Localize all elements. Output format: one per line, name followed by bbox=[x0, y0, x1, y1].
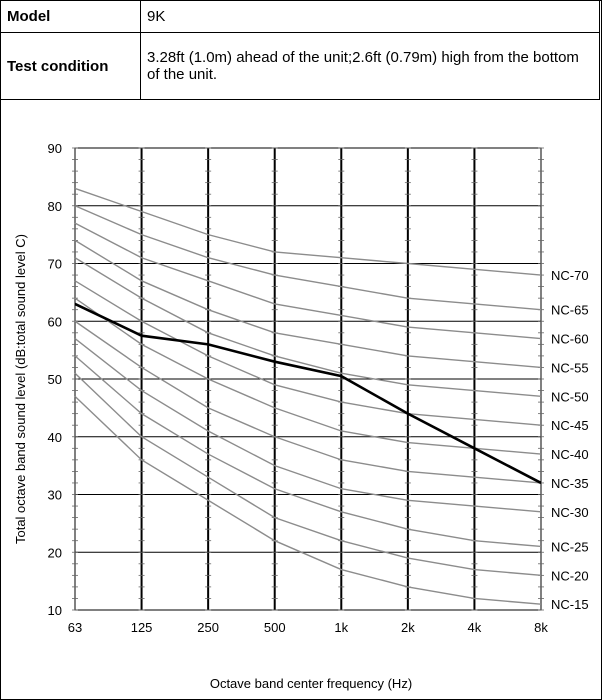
nc-curve-label: NC-35 bbox=[551, 476, 589, 491]
nc-curve-line bbox=[74, 395, 542, 605]
info-table: Model 9K Test condition 3.28ft (1.0m) ah… bbox=[0, 0, 600, 100]
nc-curve-label: NC-15 bbox=[551, 597, 589, 612]
nc-curve-label: NC-55 bbox=[551, 360, 589, 375]
test-condition-value: 3.28ft (1.0m) ahead of the unit;2.6ft (0… bbox=[140, 32, 600, 100]
nc-curve-line bbox=[74, 187, 542, 276]
x-axis-label: Octave band center frequency (Hz) bbox=[210, 676, 412, 691]
nc-curve-line bbox=[74, 355, 542, 548]
x-tick-label: 125 bbox=[131, 620, 153, 635]
nc-curve-line bbox=[74, 257, 542, 398]
x-tick-label: 8k bbox=[534, 620, 548, 635]
nc-curve-label: NC-70 bbox=[551, 268, 589, 283]
nc-curve-line bbox=[74, 372, 542, 577]
x-tick-label: 63 bbox=[68, 620, 82, 635]
nc-chart-svg: NC-70 NC-65 NC-60 NC-55 NC-50 NC-45 NC-40 NC-35… bbox=[13, 141, 589, 691]
measured-series bbox=[74, 302, 542, 485]
nc-curve-line bbox=[74, 205, 542, 311]
nc-curve-label: NC-45 bbox=[551, 418, 589, 433]
y-tick-label: 20 bbox=[48, 545, 62, 560]
test-condition-row: Test condition 3.28ft (1.0m) ahead of th… bbox=[0, 32, 600, 100]
nc-curve-label: NC-60 bbox=[551, 332, 589, 347]
nc-curve-label: NC-65 bbox=[551, 303, 589, 318]
x-tick-label: 500 bbox=[264, 620, 286, 635]
y-tick-label: 80 bbox=[48, 199, 62, 214]
y-tick-label: 50 bbox=[48, 372, 62, 387]
y-tick-label: 60 bbox=[48, 314, 62, 329]
nc-curve-line bbox=[74, 297, 542, 455]
nc-curve-line bbox=[74, 239, 542, 369]
x-tick-label: 250 bbox=[197, 620, 219, 635]
nc-curve-label: NC-30 bbox=[551, 505, 589, 520]
nc-curve-line bbox=[74, 280, 542, 426]
nc-curve-label: NC-25 bbox=[551, 539, 589, 554]
model-value: 9K bbox=[140, 0, 600, 33]
model-label: Model bbox=[0, 0, 141, 33]
nc-reference-curves: NC-70 NC-65 NC-60 NC-55 NC-50 NC-45 NC-40 NC-35… bbox=[74, 187, 589, 612]
nc-curve-line bbox=[74, 338, 542, 513]
x-tick-label: 2k bbox=[401, 620, 415, 635]
nc-curve-label: NC-20 bbox=[551, 568, 589, 583]
y-tick-label: 70 bbox=[48, 257, 62, 272]
nc-curve-label: NC-50 bbox=[551, 389, 589, 404]
nc-curve-line bbox=[74, 320, 542, 484]
x-tick-label: 1k bbox=[334, 620, 348, 635]
measured-series-line bbox=[74, 302, 542, 485]
y-tick-label: 30 bbox=[48, 488, 62, 503]
nc-curve-label: NC-40 bbox=[551, 447, 589, 462]
nc-curve-line bbox=[74, 222, 542, 340]
y-tick-label: 10 bbox=[48, 603, 62, 618]
y-axis-label: Total octave band sound level (dB:total … bbox=[13, 234, 28, 544]
y-tick-label: 90 bbox=[48, 141, 62, 156]
y-tick-label: 40 bbox=[48, 430, 62, 445]
test-condition-label: Test condition bbox=[0, 32, 141, 100]
nc-chart: NC-70 NC-65 NC-60 NC-55 NC-50 NC-45 NC-40 NC-35… bbox=[0, 104, 600, 700]
axis-ticks: 10 20 30 40 50 60 70 80 90 63 125 250 500 1k 2k 4k 8k bbox=[48, 141, 549, 635]
x-tick-label: 4k bbox=[468, 620, 482, 635]
model-row: Model 9K bbox=[0, 0, 600, 33]
